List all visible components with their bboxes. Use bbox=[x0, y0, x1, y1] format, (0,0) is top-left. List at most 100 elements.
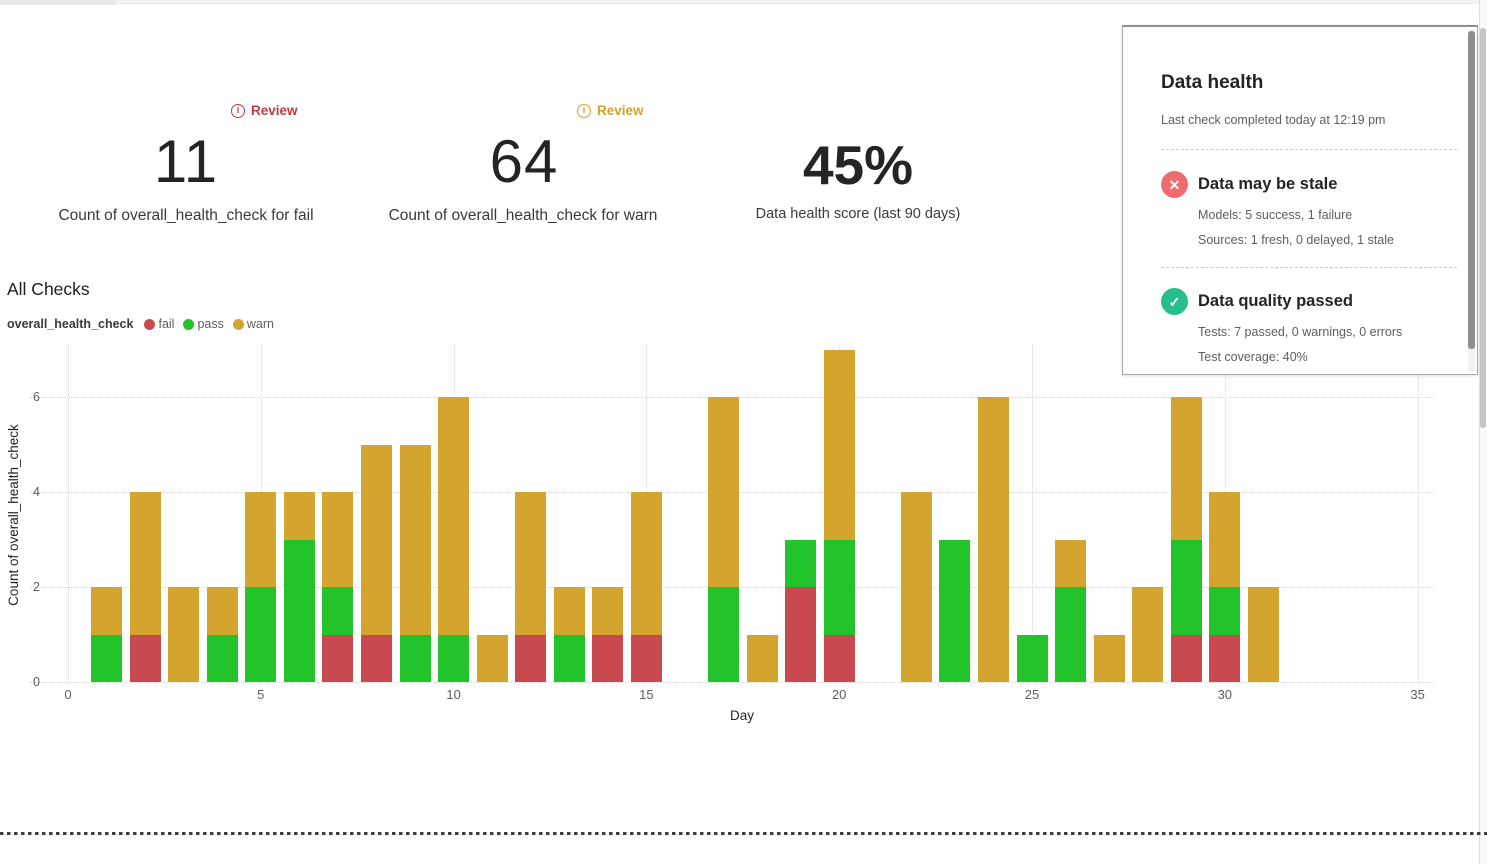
info-icon: i bbox=[577, 103, 591, 118]
legend-item-fail[interactable]: fail bbox=[144, 317, 174, 331]
panel-item-line: Test coverage: 40% bbox=[1198, 350, 1308, 364]
bar-segment-fail[interactable] bbox=[322, 634, 354, 682]
bar-segment-warn[interactable] bbox=[630, 492, 662, 635]
kpi-warn-value: 64 bbox=[489, 128, 559, 195]
legend-item-warn[interactable]: warn bbox=[232, 317, 274, 331]
bar-segment-pass[interactable] bbox=[708, 587, 740, 682]
bar-segment-warn[interactable] bbox=[900, 492, 932, 682]
bar-segment-pass[interactable] bbox=[1170, 539, 1202, 635]
bar-segment-fail[interactable] bbox=[1170, 634, 1202, 682]
bar-segment-warn[interactable] bbox=[438, 397, 470, 635]
panel-item-line: Models: 5 success, 1 failure bbox=[1198, 208, 1353, 222]
x-tick-label: 25 bbox=[1024, 687, 1040, 702]
bar-segment-pass[interactable] bbox=[1209, 587, 1241, 635]
kpi-fail-label: Count of overall_health_check for fail bbox=[58, 207, 314, 224]
bar-segment-warn[interactable] bbox=[1055, 539, 1087, 587]
x-circle-icon: ✕ bbox=[1161, 171, 1188, 198]
legend-dot-pass bbox=[183, 318, 195, 330]
panel-last-check-text: Last check completed today at 12:19 pm bbox=[1161, 113, 1386, 127]
bar-segment-fail[interactable] bbox=[823, 634, 855, 682]
kpi-warn-label: Count of overall_health_check for warn bbox=[388, 207, 658, 224]
bar-segment-pass[interactable] bbox=[322, 587, 354, 635]
bar-segment-fail[interactable] bbox=[129, 634, 161, 682]
bar-segment-warn[interactable] bbox=[553, 587, 585, 635]
bar-segment-warn[interactable] bbox=[592, 587, 624, 635]
bar-segment-warn[interactable] bbox=[360, 444, 392, 635]
legend-label-pass: pass bbox=[197, 317, 224, 331]
bar-segment-warn[interactable] bbox=[977, 397, 1009, 682]
bar-segment-warn[interactable] bbox=[476, 634, 508, 682]
panel-item-line: Sources: 1 fresh, 0 delayed, 1 stale bbox=[1198, 233, 1394, 247]
review-badge-fail[interactable]: i Review bbox=[231, 103, 298, 118]
bar-segment-pass[interactable] bbox=[399, 634, 431, 682]
bar-segment-warn[interactable] bbox=[746, 634, 778, 682]
kpi-score-value: 45% bbox=[802, 134, 914, 196]
x-tick-label: 30 bbox=[1217, 687, 1233, 702]
bar-segment-warn[interactable] bbox=[1247, 587, 1279, 682]
bar-segment-warn[interactable] bbox=[1170, 397, 1202, 540]
bar-segment-fail[interactable] bbox=[360, 634, 392, 682]
legend-item-pass[interactable]: pass bbox=[183, 317, 224, 331]
review-badge-label: Review bbox=[251, 103, 298, 118]
bar-segment-warn[interactable] bbox=[1093, 634, 1125, 682]
panel-item-title-quality: Data quality passed bbox=[1198, 292, 1353, 310]
bar-segment-pass[interactable] bbox=[939, 539, 971, 682]
bar-segment-fail[interactable] bbox=[515, 634, 547, 682]
divider bbox=[1161, 267, 1457, 268]
bar-segment-pass[interactable] bbox=[245, 587, 277, 682]
bar-segment-warn[interactable] bbox=[168, 587, 200, 682]
x-tick-label: 15 bbox=[639, 687, 654, 702]
legend-dot-fail bbox=[144, 318, 156, 330]
bar-segment-pass[interactable] bbox=[785, 539, 817, 587]
bar-segment-warn[interactable] bbox=[206, 587, 238, 635]
x-tick-label: 5 bbox=[257, 687, 265, 702]
legend-label-warn: warn bbox=[246, 317, 274, 331]
panel-item-line: Tests: 7 passed, 0 warnings, 0 errors bbox=[1198, 325, 1403, 339]
chart-title: All Checks bbox=[7, 279, 90, 299]
bar-segment-warn[interactable] bbox=[91, 587, 123, 635]
kpi-score-label: Data health score (last 90 days) bbox=[755, 206, 961, 222]
review-badge-warn[interactable]: i Review bbox=[577, 103, 644, 118]
panel-scrollbar-thumb[interactable] bbox=[1468, 31, 1475, 349]
bar-segment-pass[interactable] bbox=[553, 634, 585, 682]
panel-title: Data health bbox=[1161, 72, 1264, 93]
bar-segment-fail[interactable] bbox=[592, 634, 624, 682]
y-axis-title: Count of overall_health_check bbox=[6, 424, 21, 606]
bar-segment-fail[interactable] bbox=[785, 587, 817, 682]
info-icon: i bbox=[231, 103, 245, 118]
gridline-vertical bbox=[1032, 345, 1033, 682]
bar-segment-warn[interactable] bbox=[708, 397, 740, 587]
bar-segment-pass[interactable] bbox=[283, 539, 315, 682]
x-tick-label: 0 bbox=[64, 687, 72, 702]
bar-segment-warn[interactable] bbox=[129, 492, 161, 635]
bar-segment-warn[interactable] bbox=[1132, 587, 1164, 682]
bar-segment-warn[interactable] bbox=[1209, 492, 1241, 587]
bar-segment-warn[interactable] bbox=[823, 349, 855, 540]
top-edge-strip-segment bbox=[0, 0, 116, 5]
gridline-horizontal bbox=[30, 682, 1434, 683]
bar-segment-pass[interactable] bbox=[206, 634, 238, 682]
bar-segment-pass[interactable] bbox=[1055, 587, 1087, 682]
legend-series-name: overall_health_check bbox=[7, 317, 134, 331]
y-tick-label: 0 bbox=[33, 675, 40, 689]
bar-segment-pass[interactable] bbox=[91, 634, 123, 682]
bar-segment-pass[interactable] bbox=[438, 634, 470, 682]
chart-legend: overall_health_check fail pass warn bbox=[7, 317, 274, 331]
bar-segment-fail[interactable] bbox=[1209, 634, 1241, 682]
bar-segment-warn[interactable] bbox=[399, 444, 431, 635]
x-tick-label: 20 bbox=[831, 687, 847, 702]
bar-segment-pass[interactable] bbox=[823, 539, 855, 635]
review-badge-label: Review bbox=[597, 103, 644, 118]
bar-segment-warn[interactable] bbox=[245, 492, 277, 587]
bar-segment-pass[interactable] bbox=[1016, 634, 1048, 682]
page-scrollbar-track[interactable] bbox=[1479, 0, 1487, 864]
bar-segment-warn[interactable] bbox=[322, 492, 354, 587]
bar-segment-fail[interactable] bbox=[630, 634, 662, 682]
page-scrollbar-thumb[interactable] bbox=[1480, 28, 1486, 428]
bar-segment-warn[interactable] bbox=[515, 492, 547, 635]
check-circle-icon: ✓ bbox=[1161, 288, 1188, 315]
bar-segment-warn[interactable] bbox=[283, 492, 315, 540]
x-tick-label: 35 bbox=[1410, 687, 1425, 702]
